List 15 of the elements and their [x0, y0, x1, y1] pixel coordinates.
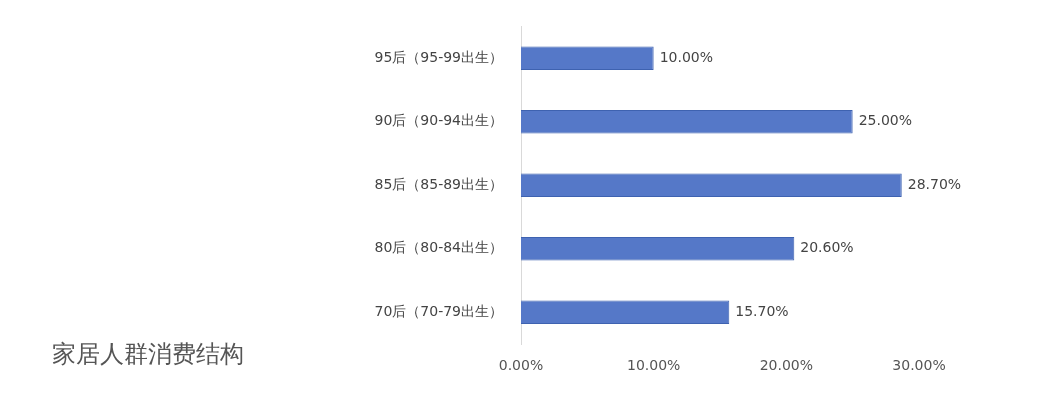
data-label: 28.70%	[907, 175, 962, 192]
y-tick-label: 95后（95-99出生）	[374, 48, 503, 65]
y-tick-label: 70后（70-79出生）	[374, 302, 503, 319]
y-tick-label: 85后（85-89出生）	[374, 175, 503, 192]
y-tick-label: 80后（80-84出生）	[374, 239, 503, 256]
data-label: 15.70%	[735, 302, 789, 319]
y-tick-label: 90后（90-94出生）	[374, 112, 503, 129]
data-label: 10.00%	[659, 48, 714, 65]
x-tick-label: 30.00%	[892, 357, 946, 374]
text: 家居人群消费结构	[52, 339, 244, 370]
data-label: 20.60%	[800, 239, 854, 256]
data-label: 25.00%	[858, 112, 913, 129]
x-tick-label: 10.00%	[626, 357, 681, 374]
x-tick-label: 0.00%	[498, 357, 544, 374]
x-tick-label: 20.00%	[759, 357, 814, 374]
